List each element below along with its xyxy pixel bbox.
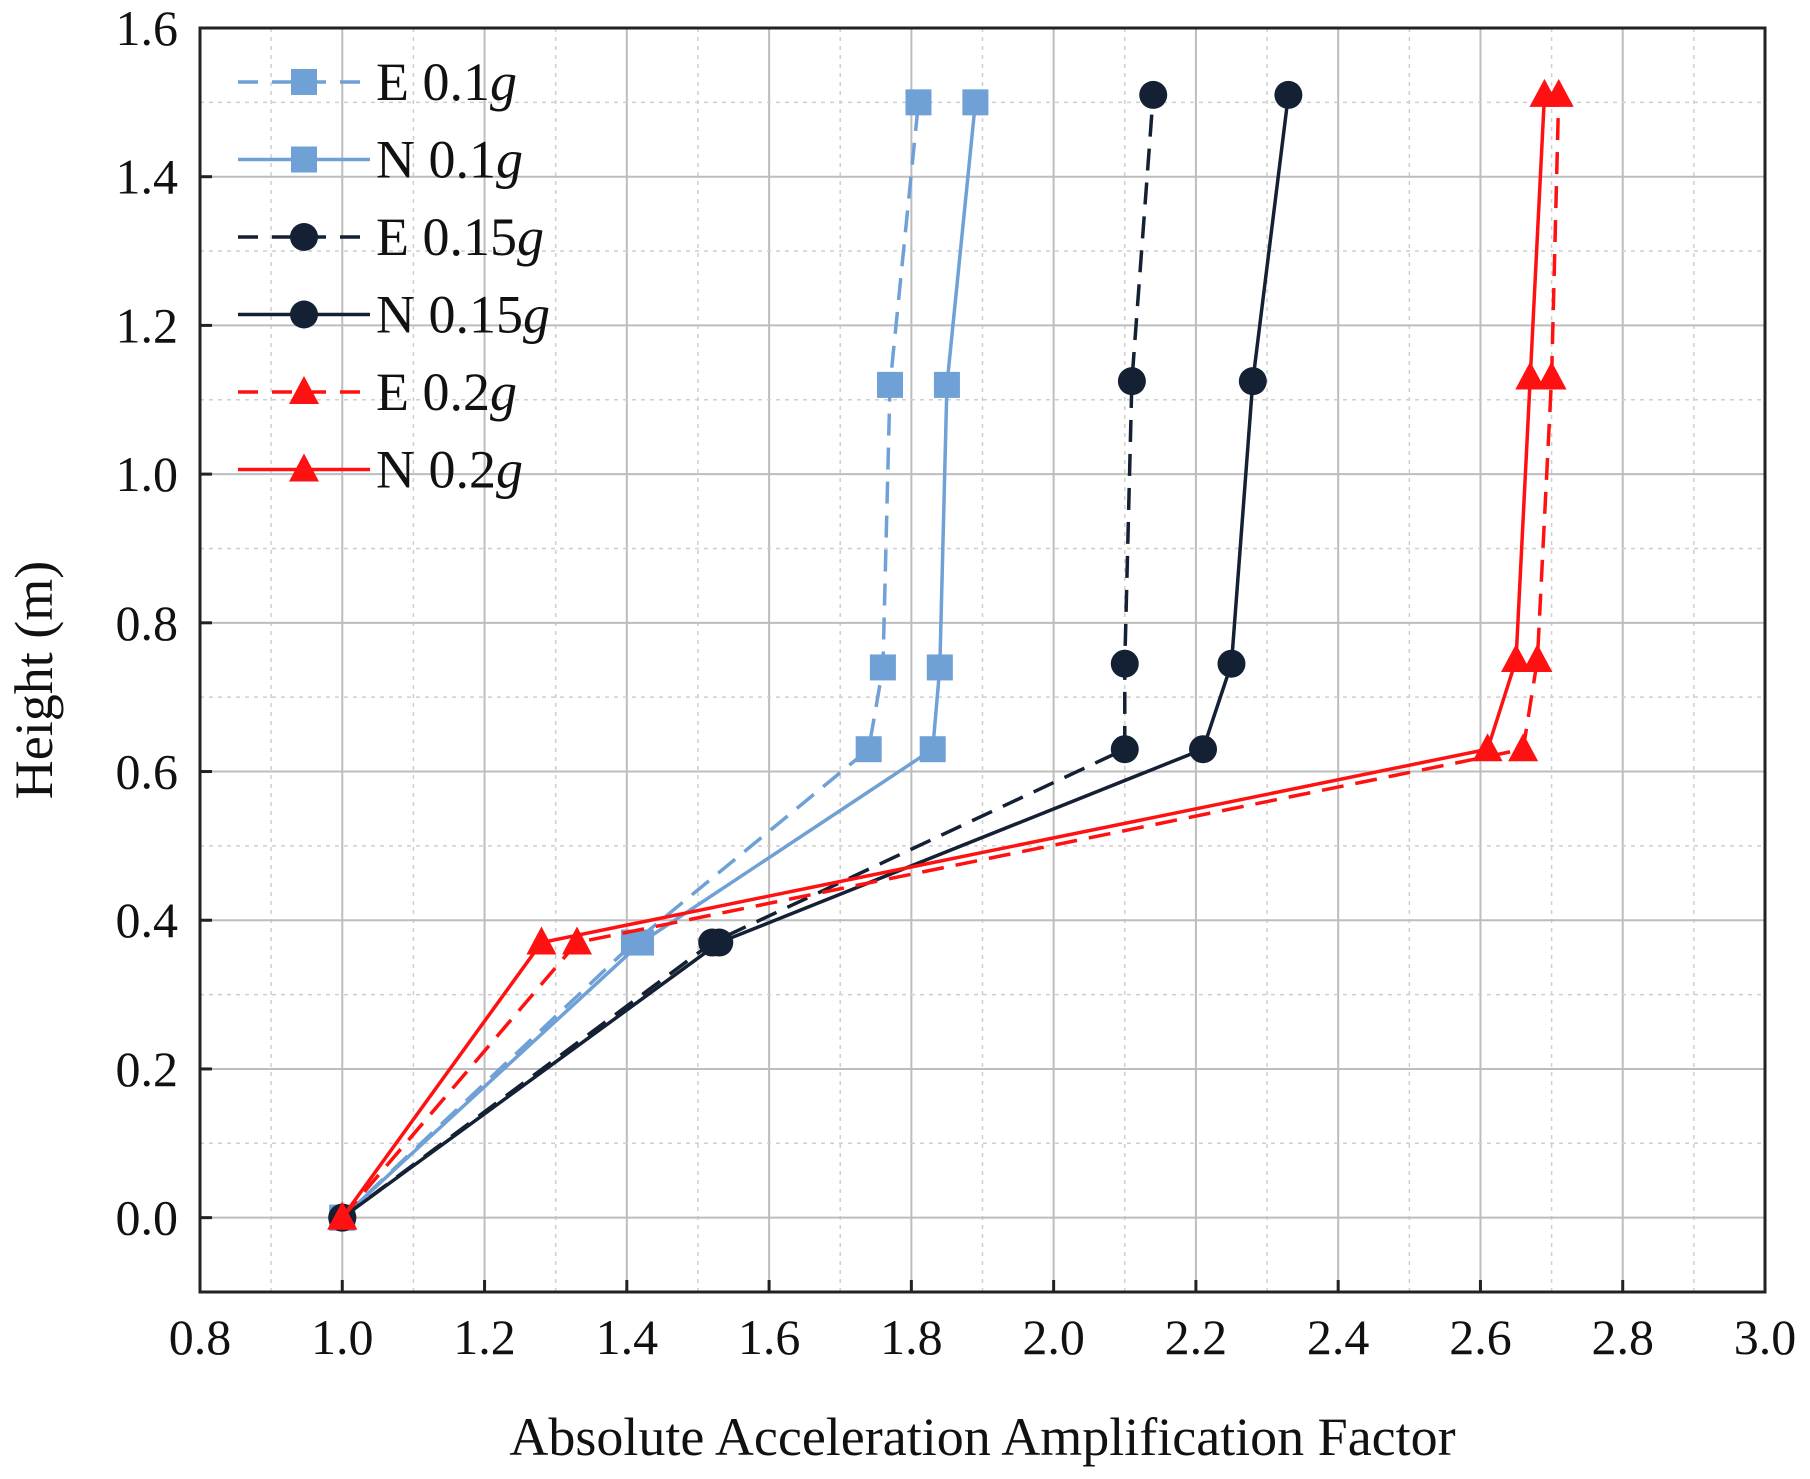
legend-label-unit: g <box>517 207 544 267</box>
series-N-0.15 <box>328 80 1303 1232</box>
legend-swatch-marker <box>289 376 319 404</box>
legend-entry: E 0.2g <box>238 362 517 422</box>
legend-label: E 0.1g <box>376 52 517 112</box>
legend-entry: E 0.15g <box>238 207 544 267</box>
series-line <box>340 94 1547 1219</box>
y-tick-label: 0.6 <box>116 744 179 800</box>
y-tick-label: 0.8 <box>116 595 179 651</box>
y-tick-label: 1.4 <box>116 149 179 205</box>
x-tick-label: 1.0 <box>311 1309 374 1365</box>
legend-label: E 0.15g <box>376 207 544 267</box>
data-point <box>1522 644 1553 672</box>
data-point <box>562 926 593 955</box>
data-point <box>1472 733 1503 762</box>
x-tick-label: 3.0 <box>1734 1309 1797 1365</box>
x-tick-label: 2.4 <box>1307 1309 1370 1365</box>
series-line <box>340 94 1561 1219</box>
legend-label: N 0.15g <box>376 285 550 345</box>
data-point <box>926 654 953 681</box>
legend-label-unit: g <box>496 440 523 500</box>
data-point <box>1515 361 1546 390</box>
legend-label-text: E 0.1 <box>376 52 490 112</box>
data-point <box>877 371 904 398</box>
data-point <box>1217 649 1246 678</box>
series-layer <box>327 78 1574 1232</box>
data-point <box>628 929 655 956</box>
data-point <box>905 89 932 116</box>
series-line <box>341 102 921 1219</box>
series-line <box>341 94 1291 1220</box>
data-point <box>869 654 896 681</box>
legend-entry: E 0.1g <box>238 52 517 112</box>
x-tick-label: 1.8 <box>880 1309 943 1365</box>
y-tick-label: 1.6 <box>116 0 179 56</box>
data-point <box>705 928 734 957</box>
x-tick-label: 1.2 <box>453 1309 516 1365</box>
x-axis-title: Absolute Acceleration Amplification Fact… <box>509 1407 1455 1467</box>
x-tick-label: 2.0 <box>1022 1309 1085 1365</box>
series-N-0.2 <box>327 78 1560 1230</box>
legend-swatch-marker <box>289 453 319 482</box>
legend-swatch-marker <box>290 223 318 251</box>
data-point <box>327 1201 358 1230</box>
data-point <box>1110 735 1139 764</box>
x-tick-label: 0.8 <box>169 1309 232 1365</box>
x-tick-label: 2.6 <box>1449 1309 1512 1365</box>
data-point <box>1274 80 1303 109</box>
series-line <box>341 102 978 1219</box>
series-N-0.1 <box>329 89 989 1231</box>
data-point <box>1117 367 1146 396</box>
legend-label-unit: g <box>490 52 517 112</box>
legend-label-unit: g <box>523 285 550 345</box>
data-point <box>1508 733 1539 762</box>
legend-swatch-marker <box>291 69 317 95</box>
legend-entry: N 0.1g <box>238 130 523 190</box>
data-point <box>933 371 960 398</box>
legend-entry: N 0.15g <box>238 285 550 345</box>
y-tick-label: 1.2 <box>116 297 179 353</box>
y-tick-label: 0.2 <box>116 1041 179 1097</box>
legend-label: N 0.2g <box>376 440 523 500</box>
tick-labels: 0.8 1.0 1.2 1.4 1.6 1.8 2.0 2.2 2.4 2.6 2.8 3.0 0.0 0… <box>116 0 1797 1365</box>
x-tick-label: 1.4 <box>596 1309 659 1365</box>
legend-label-text: N 0.1 <box>376 130 496 190</box>
data-point <box>1110 649 1139 678</box>
series-line <box>341 94 1155 1220</box>
legend-swatch-marker <box>291 146 317 173</box>
legend-label-text: E 0.15 <box>376 207 517 267</box>
ticks <box>198 26 1767 1292</box>
data-point <box>1139 80 1168 109</box>
legend-label-text: E 0.2 <box>376 362 490 422</box>
data-point <box>526 926 557 955</box>
legend-label: N 0.1g <box>376 130 523 190</box>
x-tick-label: 2.8 <box>1591 1309 1654 1365</box>
data-point <box>1501 644 1532 672</box>
data-point <box>855 736 882 763</box>
legend-swatch-marker <box>290 300 318 329</box>
data-point <box>1536 361 1567 390</box>
data-point <box>919 736 946 763</box>
data-point <box>1529 78 1560 107</box>
y-axis-title: Height (m) <box>4 561 64 799</box>
y-tick-label: 0.0 <box>116 1190 179 1246</box>
legend-entry: N 0.2g <box>238 440 523 500</box>
legend-label-text: N 0.2 <box>376 440 496 500</box>
legend-label: E 0.2g <box>376 362 517 422</box>
data-point <box>1238 367 1267 396</box>
y-tick-label: 1.0 <box>116 446 179 502</box>
legend-label-unit: g <box>490 362 517 422</box>
data-point <box>962 89 989 116</box>
data-point <box>1189 735 1218 764</box>
plot-frame <box>198 26 1767 1294</box>
y-tick-label: 0.4 <box>116 892 179 948</box>
x-tick-label: 2.2 <box>1165 1309 1228 1365</box>
x-tick-label: 1.6 <box>738 1309 801 1365</box>
legend-label-text: N 0.15 <box>376 285 523 345</box>
legend-label-unit: g <box>496 130 523 190</box>
